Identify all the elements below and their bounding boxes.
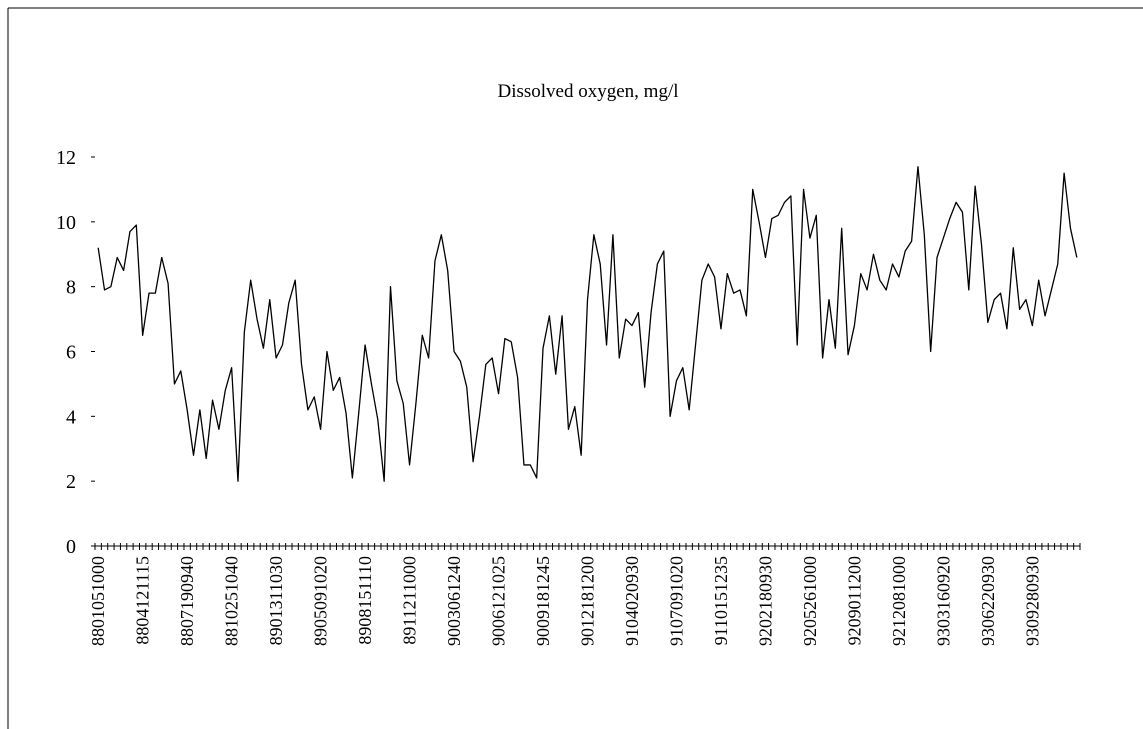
y-tick-label: 2 bbox=[66, 471, 76, 493]
x-tick-label: 8807190940 bbox=[177, 556, 197, 646]
x-tick-label: 9209011200 bbox=[844, 556, 864, 645]
x-tick-label: 8908151110 bbox=[355, 556, 375, 645]
x-tick-label: 8804121115 bbox=[133, 556, 153, 645]
x-tick-label: 9003061240 bbox=[444, 556, 464, 646]
x-tick-label: 9202180930 bbox=[755, 556, 775, 646]
x-tick-label: 9306220930 bbox=[978, 556, 998, 646]
x-tick-label: 9110151235 bbox=[711, 556, 731, 645]
x-tick-label: 9012181200 bbox=[578, 556, 598, 646]
chart-title: Dissolved oxygen, mg/l bbox=[497, 81, 678, 102]
x-tick-label: 9006121025 bbox=[489, 556, 509, 646]
x-tick-label: 9205261000 bbox=[800, 556, 820, 646]
x-tick-label: 9303160920 bbox=[933, 556, 953, 646]
y-tick-label: 4 bbox=[66, 406, 76, 428]
x-tick-label: 8901311030 bbox=[266, 556, 286, 645]
x-tick-label: 9212081000 bbox=[889, 556, 909, 646]
y-tick-label: 8 bbox=[66, 277, 76, 299]
x-tick-label: 8801051000 bbox=[88, 556, 108, 646]
x-tick-label: 9309280930 bbox=[1022, 556, 1042, 646]
y-tick-label: 10 bbox=[56, 212, 76, 234]
x-tick-label: 8905091020 bbox=[311, 556, 331, 646]
x-tick-label: 9009181245 bbox=[533, 556, 553, 646]
y-tick-label: 12 bbox=[56, 147, 76, 169]
data-line bbox=[97, 166, 1078, 482]
x-tick-label: 8810251040 bbox=[222, 556, 242, 646]
y-tick-label: 0 bbox=[66, 536, 76, 558]
x-tick-label: 9107091020 bbox=[666, 556, 686, 646]
y-tick-label: 6 bbox=[66, 342, 76, 364]
x-tick-label: 8911211000 bbox=[400, 556, 420, 645]
x-tick-label: 9104020930 bbox=[622, 556, 642, 646]
